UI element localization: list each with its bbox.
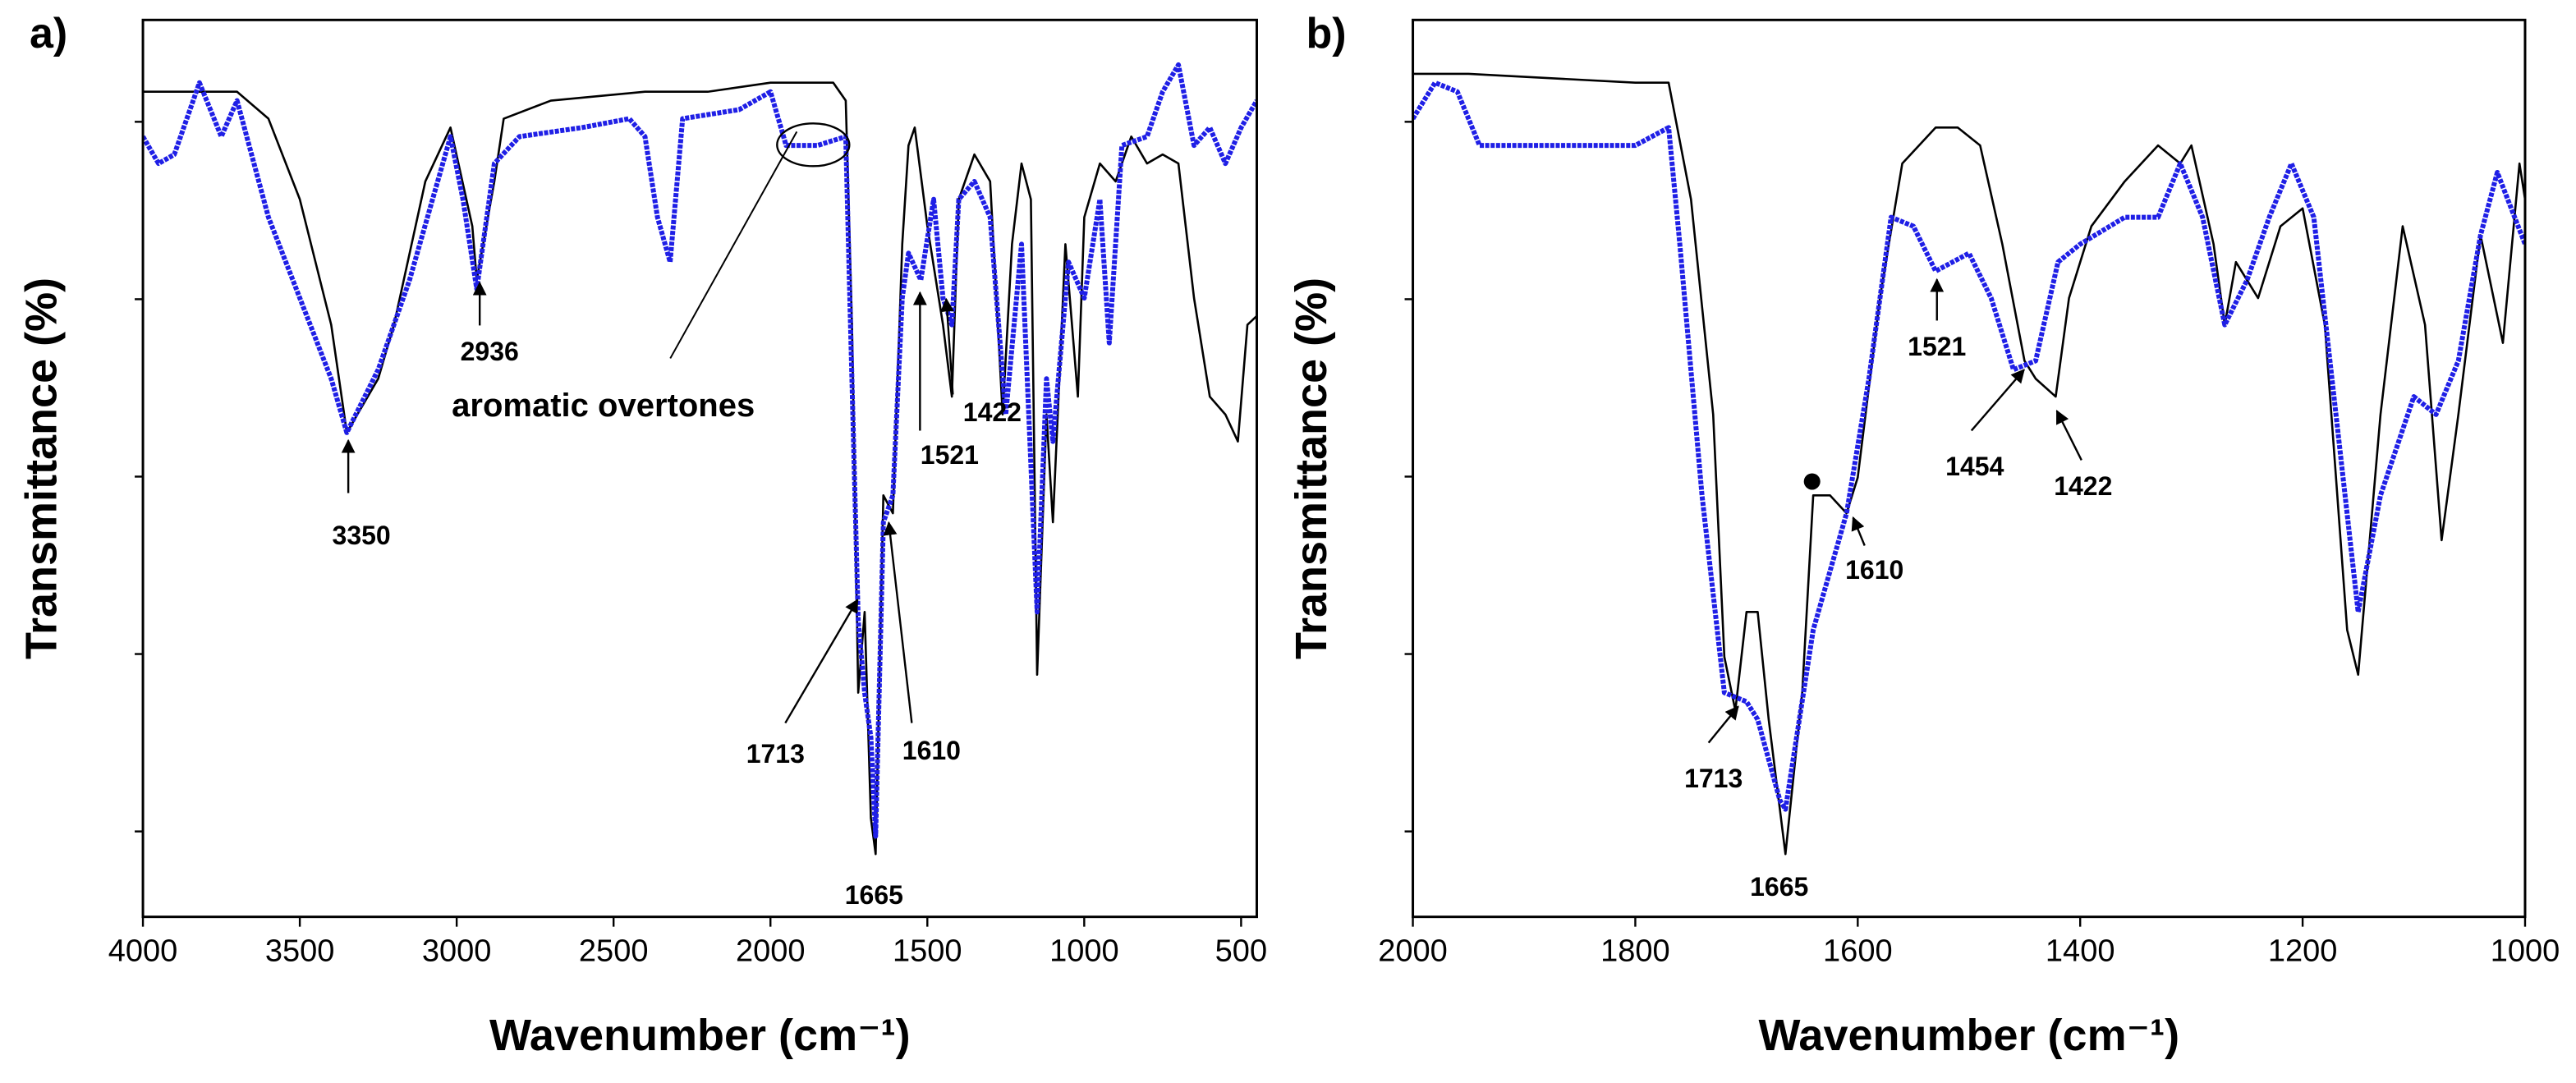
marker-dot bbox=[1803, 473, 1821, 490]
x-axis-label: Wavenumber (cm⁻¹) bbox=[489, 1011, 911, 1060]
x-tick-label: 3500 bbox=[265, 934, 335, 969]
x-tick-label: 1500 bbox=[893, 934, 962, 969]
peak-label: 3350 bbox=[333, 521, 391, 550]
panel: 2000 1800 1600 1400 1200 1000 Wavenumber (cm⁻¹… bbox=[1287, 10, 2560, 1060]
peak-label: 1713 bbox=[1684, 764, 1743, 793]
panel: 4000 3500 3000 2500 2000 1500 1000 500 Wavenumbe… bbox=[16, 10, 1267, 1060]
peak-label: 1454 bbox=[1945, 452, 2004, 481]
plot-frame bbox=[141, 18, 1258, 919]
peak-arrow bbox=[784, 599, 859, 724]
spectrum-line bbox=[1412, 72, 2525, 856]
peak-label: 1610 bbox=[1845, 555, 1903, 585]
peak-label: 1713 bbox=[746, 739, 805, 769]
highlight-ellipse bbox=[776, 122, 851, 167]
peak-label: 1665 bbox=[1750, 872, 1808, 902]
plot-frame bbox=[1412, 18, 2527, 919]
peak-arrow bbox=[1970, 369, 2025, 432]
peak-arrow bbox=[2055, 409, 2082, 461]
panel-label: b) bbox=[1306, 10, 1347, 57]
x-tick-label: 1400 bbox=[2046, 934, 2115, 969]
peak-label: 1422 bbox=[963, 397, 1022, 427]
x-tick-label: 2500 bbox=[579, 934, 649, 969]
peak-label: aromatic overtones bbox=[452, 388, 755, 424]
peak-label: 1610 bbox=[902, 736, 961, 765]
peak-arrow bbox=[1851, 516, 1866, 546]
panel-label: a) bbox=[30, 10, 67, 57]
peak-label: 1521 bbox=[1908, 332, 1966, 361]
spectrum-line bbox=[143, 81, 1257, 856]
y-axis-label: Transmittance (%) bbox=[16, 278, 66, 659]
peak-label: 1521 bbox=[921, 440, 979, 470]
x-tick-label: 2000 bbox=[1378, 934, 1448, 969]
peak-arrow bbox=[1707, 705, 1739, 744]
peak-label: 1422 bbox=[2054, 471, 2112, 501]
y-axis-label: Transmittance (%) bbox=[1287, 278, 1336, 659]
x-tick-label: 500 bbox=[1215, 934, 1267, 969]
x-tick-label: 1800 bbox=[1600, 934, 1670, 969]
spectrum-line bbox=[143, 62, 1257, 839]
x-tick-label: 1000 bbox=[2491, 934, 2560, 969]
x-tick-label: 1000 bbox=[1049, 934, 1119, 969]
x-tick-label: 4000 bbox=[108, 934, 178, 969]
x-tick-label: 3000 bbox=[422, 934, 492, 969]
x-tick-label: 2000 bbox=[736, 934, 806, 969]
spectrum-line bbox=[1412, 80, 2525, 812]
peak-label: 1665 bbox=[845, 880, 903, 910]
peak-arrow bbox=[883, 521, 913, 723]
pointer-line bbox=[669, 131, 798, 359]
x-tick-label: 1200 bbox=[2268, 934, 2338, 969]
peak-label: 2936 bbox=[461, 337, 519, 366]
x-tick-label: 1600 bbox=[1823, 934, 1893, 969]
peak-arrow bbox=[940, 297, 954, 395]
x-axis-label: Wavenumber (cm⁻¹) bbox=[1758, 1011, 2179, 1060]
